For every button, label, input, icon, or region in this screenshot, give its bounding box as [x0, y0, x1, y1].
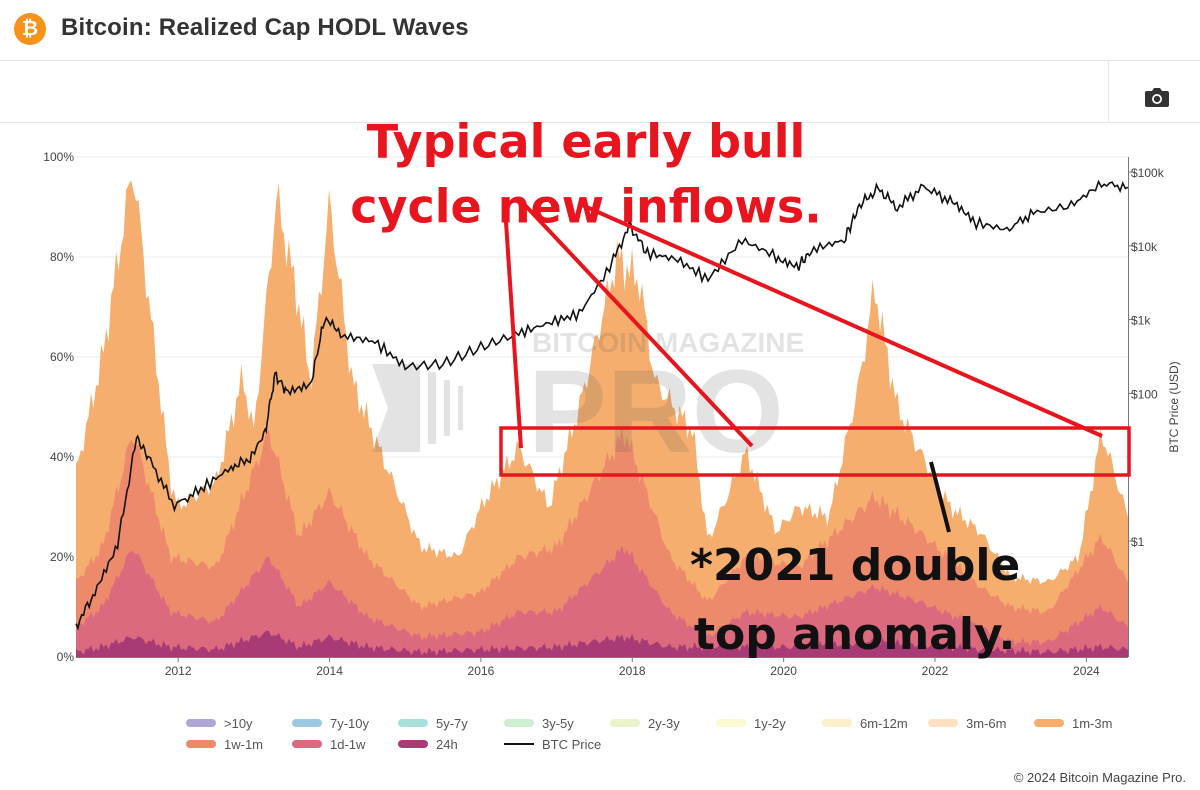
pointer-line-1 [503, 206, 523, 449]
legend-swatch [504, 719, 534, 727]
pointer-line-2 [520, 200, 754, 448]
page-title: Bitcoin: Realized Cap HODL Waves [61, 14, 469, 41]
legend-swatch [1034, 719, 1064, 727]
x-tick-label: 2012 [165, 664, 192, 678]
legend-item-1y-2y[interactable]: 1y-2y [716, 714, 786, 732]
watermark: BITCOIN MAGAZINE PRO [372, 327, 804, 478]
legend-swatch [398, 719, 428, 727]
toolbar-divider [1108, 60, 1109, 122]
y-tick-label: 60% [50, 350, 74, 364]
watermark-text-top: BITCOIN MAGAZINE [532, 327, 804, 358]
annotation-bull-line1: Typical early bull [367, 122, 806, 168]
legend-swatch [292, 719, 322, 727]
legend-item-7y-10y[interactable]: 7y-10y [292, 714, 369, 732]
watermark-text-pro: PRO [528, 346, 784, 478]
x-tick-label: 2016 [468, 664, 495, 678]
x-tick-label: 2022 [922, 664, 949, 678]
legend-swatch [928, 719, 958, 727]
camera-icon[interactable] [1142, 84, 1172, 110]
legend-label: 1m-3m [1072, 715, 1113, 731]
price-tick-label: $1k [1131, 314, 1151, 328]
legend-swatch [186, 719, 216, 727]
legend-item-1w-1m[interactable]: 1w-1m [186, 735, 263, 753]
y-tick-label: 40% [50, 450, 74, 464]
legend-swatch [822, 719, 852, 727]
annotations: Typical early bull cycle new inflows. *2… [350, 122, 1131, 660]
legend-label: 2y-3y [648, 715, 680, 731]
highlight-box [499, 426, 1131, 477]
y-tick-label: 20% [50, 550, 74, 564]
legend-item-3y-5y[interactable]: 3y-5y [504, 714, 574, 732]
y-tick-label: 100% [43, 150, 74, 164]
bitcoin-logo-icon: ₿ [14, 13, 46, 45]
legend-item-24h[interactable]: 24h [398, 735, 458, 753]
band-24h [76, 630, 1128, 657]
legend-label: BTC Price [542, 736, 602, 752]
hodl-bands [76, 180, 1128, 657]
legend-item-2y-3y[interactable]: 2y-3y [610, 714, 680, 732]
legend-label: 24h [436, 736, 458, 752]
legend-swatch [716, 719, 746, 727]
pointer-line-3 [581, 203, 1103, 438]
x-tick-label: 2018 [619, 664, 646, 678]
legend-label: 6m-12m [860, 715, 908, 731]
legend-label: 7y-10y [330, 715, 370, 731]
annotation-double-line1: *2021 double [690, 540, 1020, 591]
legend-item-btc-price[interactable]: BTC Price [504, 735, 601, 753]
copyright-text: © 2024 Bitcoin Magazine Pro. [1013, 770, 1186, 785]
price-tick-label: $100k [1131, 166, 1165, 180]
legend-swatch [504, 743, 534, 745]
legend-swatch [610, 719, 640, 727]
right-axis-label: BTC Price (USD) [1167, 361, 1181, 452]
legend-swatch [292, 740, 322, 748]
watermark-logo-icon [372, 364, 463, 452]
legend-label: 1y-2y [754, 715, 786, 731]
y-tick-label: 0% [57, 650, 75, 664]
hodl-waves-chart: BITCOIN MAGAZINE PRO 0% 20% 40% 60% 80% 100% 2… [43, 122, 1181, 678]
legend-label: 3y-5y [542, 715, 574, 731]
band-1d-1w [76, 545, 1128, 657]
legend-swatch [398, 740, 428, 748]
legend-item-5y-7y[interactable]: 5y-7y [398, 714, 468, 732]
legend-label: >10y [224, 715, 253, 731]
price-tick-label: $100 [1131, 387, 1158, 401]
price-tick-label: $1 [1131, 535, 1145, 549]
legend-item-6m-12m[interactable]: 6m-12m [822, 714, 908, 732]
header-bar: ₿ Bitcoin: Realized Cap HODL Waves [0, 0, 1200, 61]
legend-item-10y[interactable]: >10y [186, 714, 253, 732]
y-tick-label: 80% [50, 250, 74, 264]
legend-item-1d-1w[interactable]: 1d-1w [292, 735, 365, 753]
pointer-line-double-top [929, 461, 951, 533]
legend-label: 3m-6m [966, 715, 1007, 731]
chart-axes: 0% 20% 40% 60% 80% 100% 2012 2014 2016 2018 2020 20… [43, 150, 1181, 678]
legend-item-3m-6m[interactable]: 3m-6m [928, 714, 1006, 732]
price-tick-label: $10k [1131, 240, 1158, 254]
x-tick-label: 2020 [770, 664, 797, 678]
x-tick-label: 2024 [1073, 664, 1100, 678]
annotation-double-line2: top anomaly. [694, 609, 1015, 660]
legend-label: 1d-1w [330, 736, 366, 752]
legend-item-1m-3m[interactable]: 1m-3m [1034, 714, 1112, 732]
btc-price-line [75, 179, 1129, 631]
x-tick-label: 2014 [316, 664, 343, 678]
legend-swatch [186, 740, 216, 748]
legend-label: 1w-1m [224, 736, 264, 752]
legend-label: 5y-7y [436, 715, 468, 731]
chart-toolbar [0, 60, 1200, 123]
